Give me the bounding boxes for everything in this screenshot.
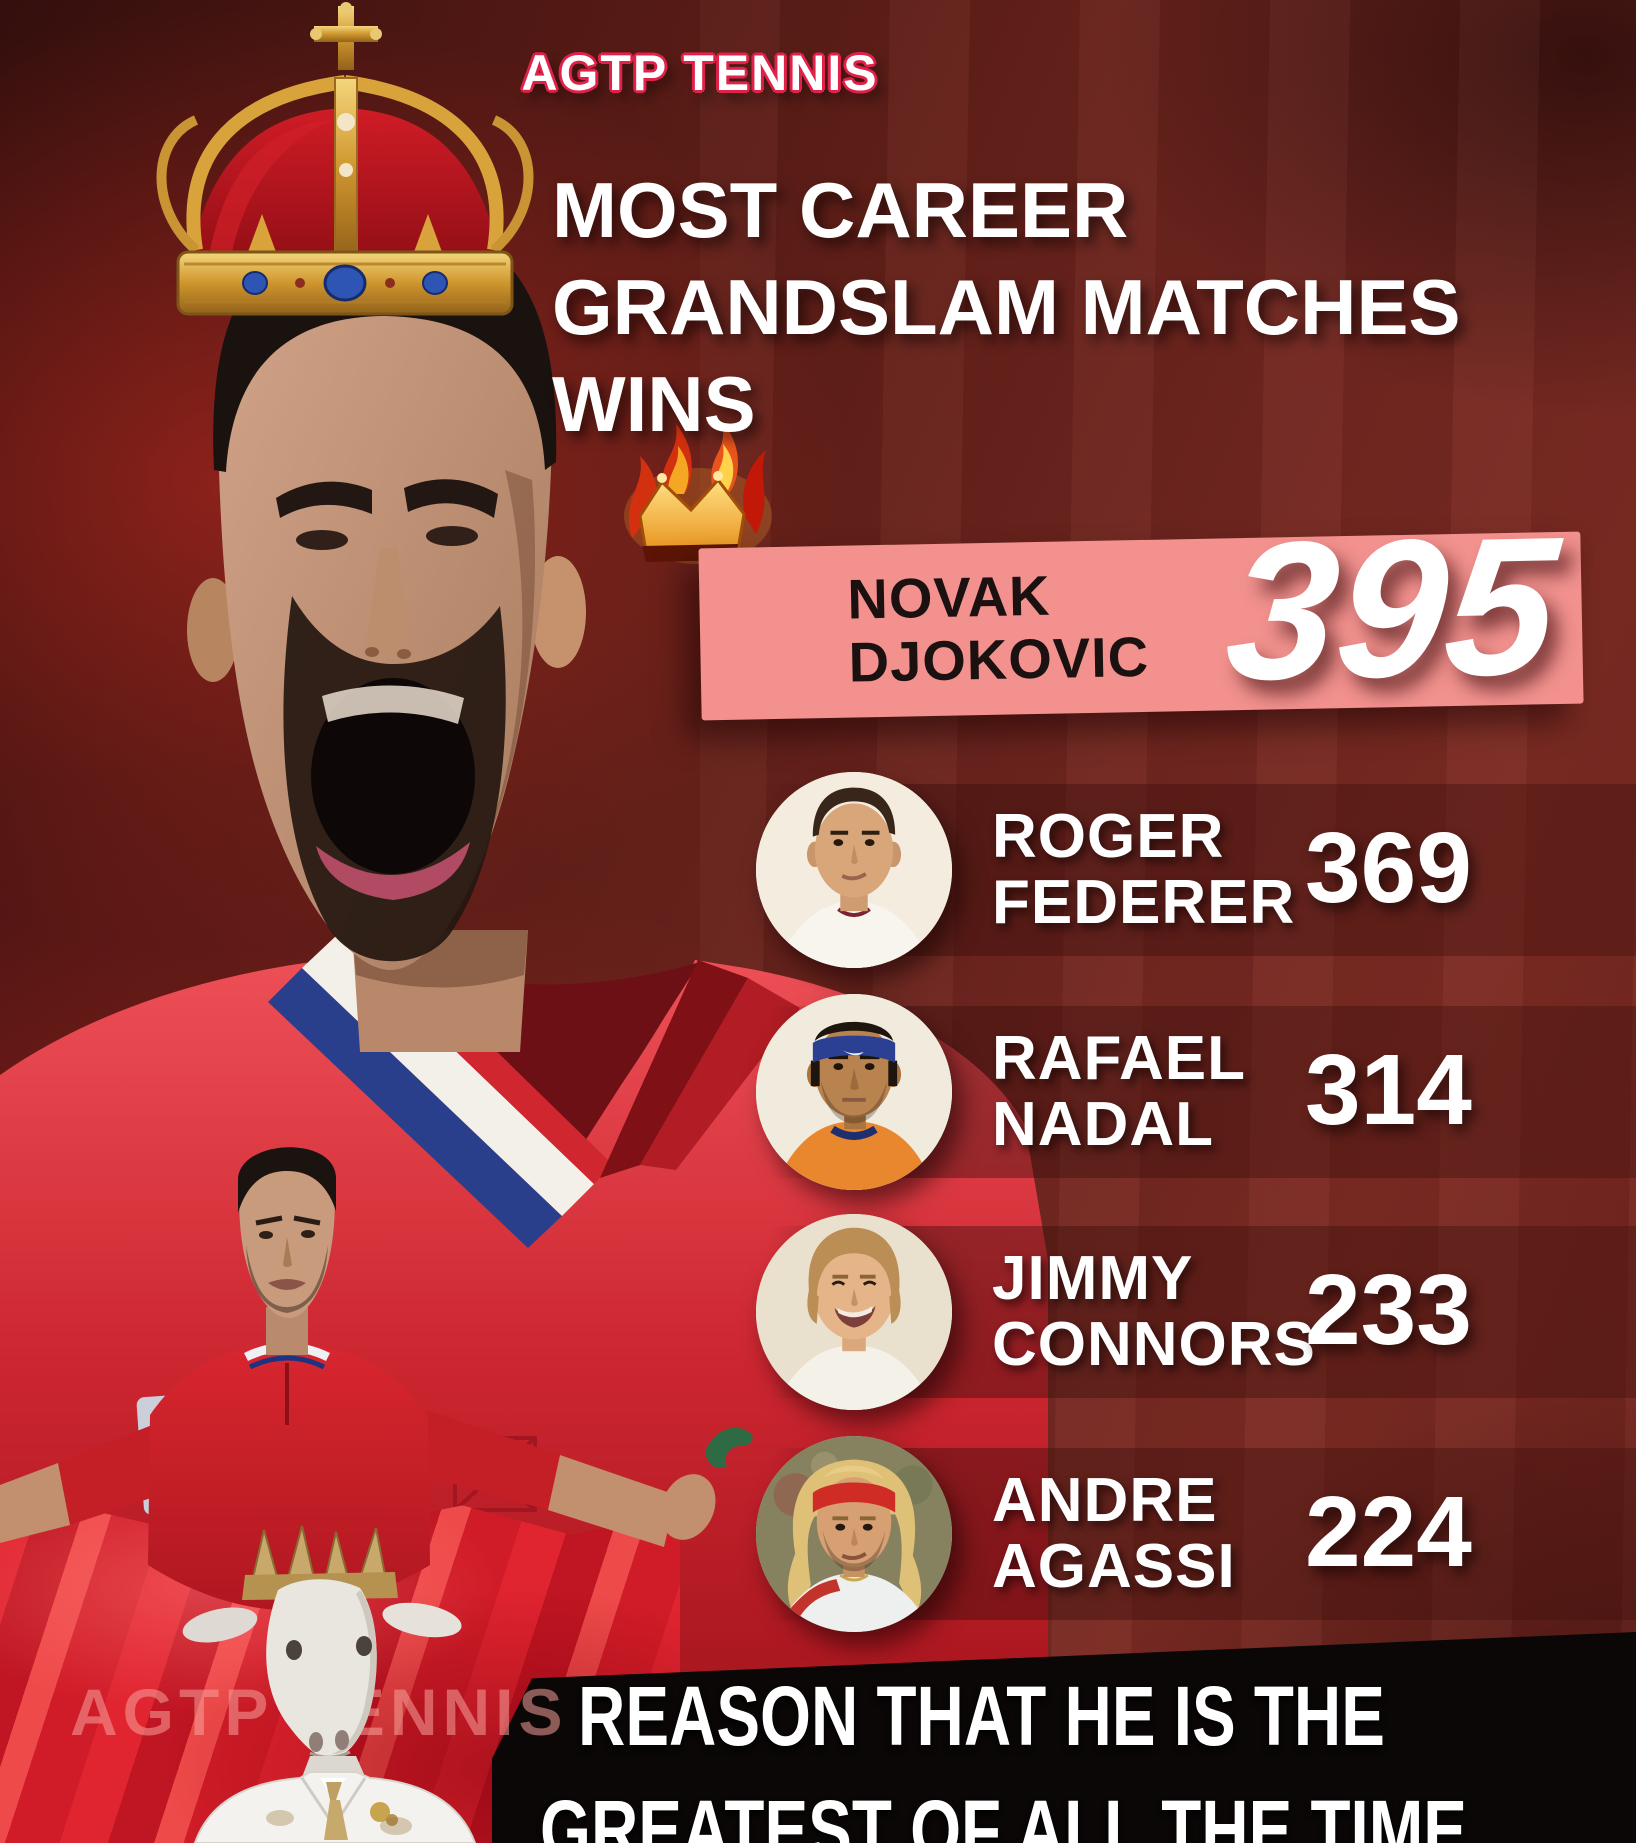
leaderboard-row-nadal: RAFAEL NADAL 314 [756,994,1636,1190]
crocodile-logo-icon [705,1427,753,1469]
djokovic-celebration-figure [0,1147,716,1610]
footer-banner: REASON THAT HE IS THE GREATEST OF ALL TH… [492,1632,1636,1843]
leader-name-line-1: NOVAK [846,563,1052,631]
connors-portrait-icon [756,1214,952,1410]
page-title: MOST CAREER GRANDSLAM MATCHES WINS [552,162,1461,453]
leader-name: NOVAK DJOKOVIC [847,562,1150,694]
player-value: 369 [1305,812,1472,924]
player-name: ROGER FEDERER [992,802,1296,937]
leaderboard-row-federer: ROGER FEDERER 369 [756,772,1636,968]
player-value: 224 [1305,1476,1472,1588]
player-name: JIMMY CONNORS [992,1244,1316,1379]
avatar [756,772,952,968]
title-line-3: WINS [552,360,756,448]
player-name: RAFAEL NADAL [992,1024,1246,1159]
screaming-face [187,221,586,1052]
avatar [756,1436,952,1632]
player-value: 233 [1305,1254,1472,1366]
nadal-portrait-icon [756,994,952,1190]
leaderboard-row-connors: JIMMY CONNORS 233 [756,1214,1636,1410]
agassi-portrait-icon [756,1436,952,1632]
leaderboard-row-agassi: ANDRE AGASSI 224 [756,1436,1636,1632]
player-name: ANDRE AGASSI [992,1466,1236,1601]
leader-banner: NOVAK DJOKOVIC 395 [698,496,1584,722]
goat-in-suit-icon [182,1525,477,1843]
flaming-crown-icon [624,422,772,564]
title-line-2: GRANDSLAM MATCHES [552,263,1461,351]
avatar [756,1214,952,1410]
footer-line-2: GREATEST OF ALL THE TIME [540,1783,1467,1843]
brand-title: AGTP TENNIS [521,45,879,101]
player-value: 314 [1305,1034,1472,1146]
leader-name-line-2: DJOKOVIC [848,624,1150,694]
royal-crown-icon [156,2,534,316]
federer-portrait-icon [756,772,952,968]
leader-value: 395 [1219,495,1566,722]
avatar [756,994,952,1190]
title-line-1: MOST CAREER [552,166,1129,254]
footer-line-1: REASON THAT HE IS THE [578,1669,1385,1763]
